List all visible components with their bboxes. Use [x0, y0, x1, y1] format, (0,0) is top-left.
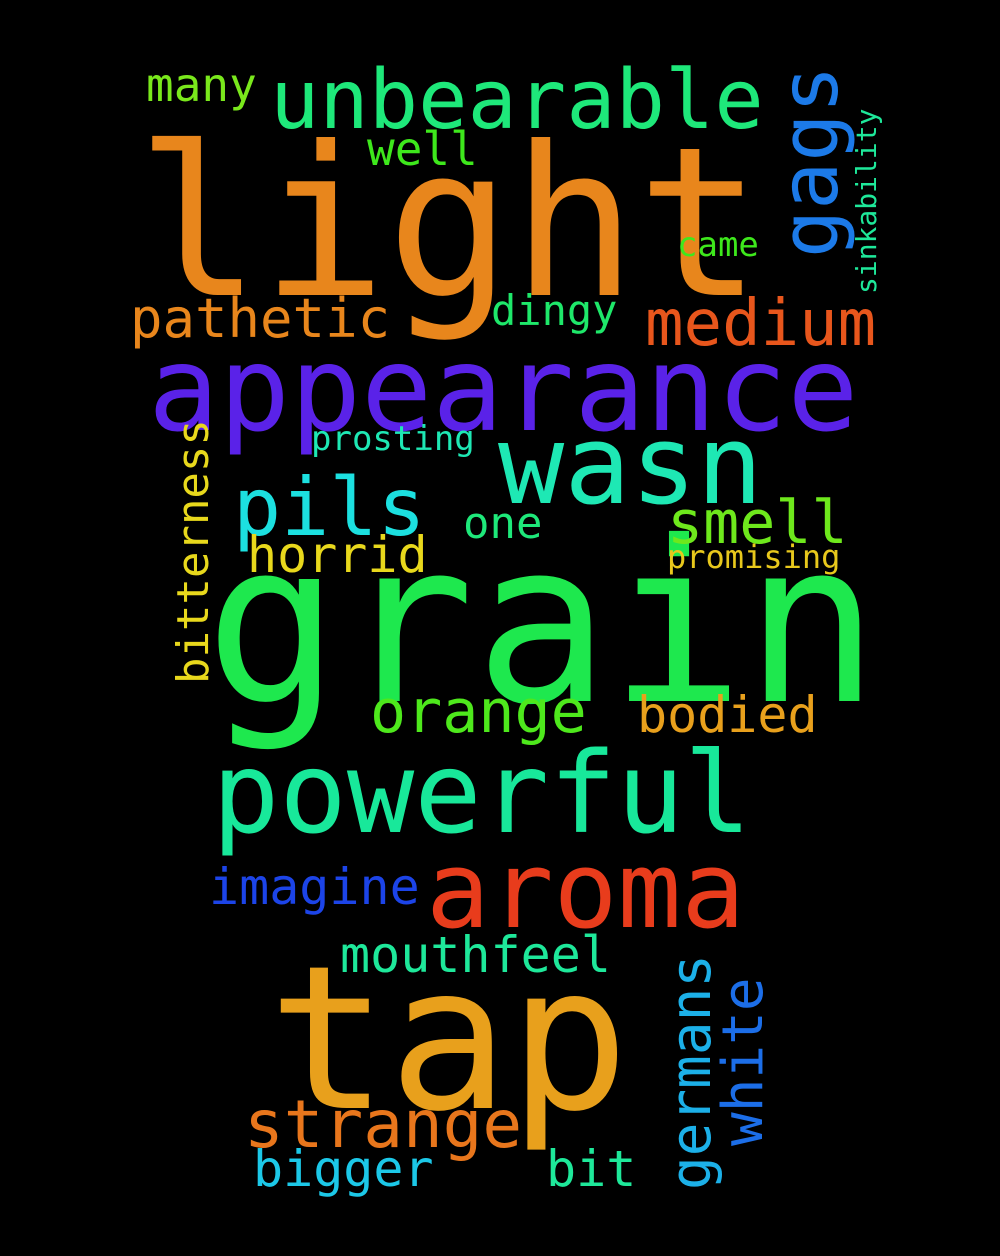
word-sinkability: sinkability: [850, 108, 883, 294]
word-imagine: imagine: [209, 858, 420, 916]
word-prosting: prosting: [311, 419, 475, 459]
word-grain: grain: [205, 493, 880, 754]
word-tap: tap: [268, 923, 630, 1156]
word-strange: strange: [244, 1086, 523, 1163]
word-appearance: appearance: [148, 320, 859, 458]
word-unbearable: unbearable: [270, 53, 764, 148]
word-smell: smell: [667, 488, 848, 558]
word-bigger: bigger: [253, 1140, 434, 1198]
word-wasn: wasn: [498, 401, 763, 529]
word-one: one: [463, 498, 543, 549]
word-bodied: bodied: [637, 686, 818, 744]
word-medium: medium: [645, 287, 877, 361]
word-came: came: [677, 225, 759, 265]
word-gags: gags: [763, 65, 856, 258]
word-bit: bit: [546, 1140, 637, 1198]
word-many: many: [146, 58, 257, 112]
word-mouthfeel: mouthfeel: [340, 926, 611, 984]
word-light: light: [136, 103, 763, 345]
word-pathetic: pathetic: [130, 287, 391, 350]
word-bitterness: bitterness: [168, 419, 219, 684]
word-well: well: [367, 122, 478, 176]
word-horrid: horrid: [247, 526, 428, 584]
word-pils: pils: [233, 461, 426, 554]
word-promising: promising: [667, 538, 841, 576]
word-powerful: powerful: [212, 729, 752, 859]
word-orange: orange: [370, 677, 587, 747]
word-aroma: aroma: [426, 829, 746, 952]
word-white: white: [711, 977, 776, 1146]
word-dingy: dingy: [491, 286, 618, 335]
